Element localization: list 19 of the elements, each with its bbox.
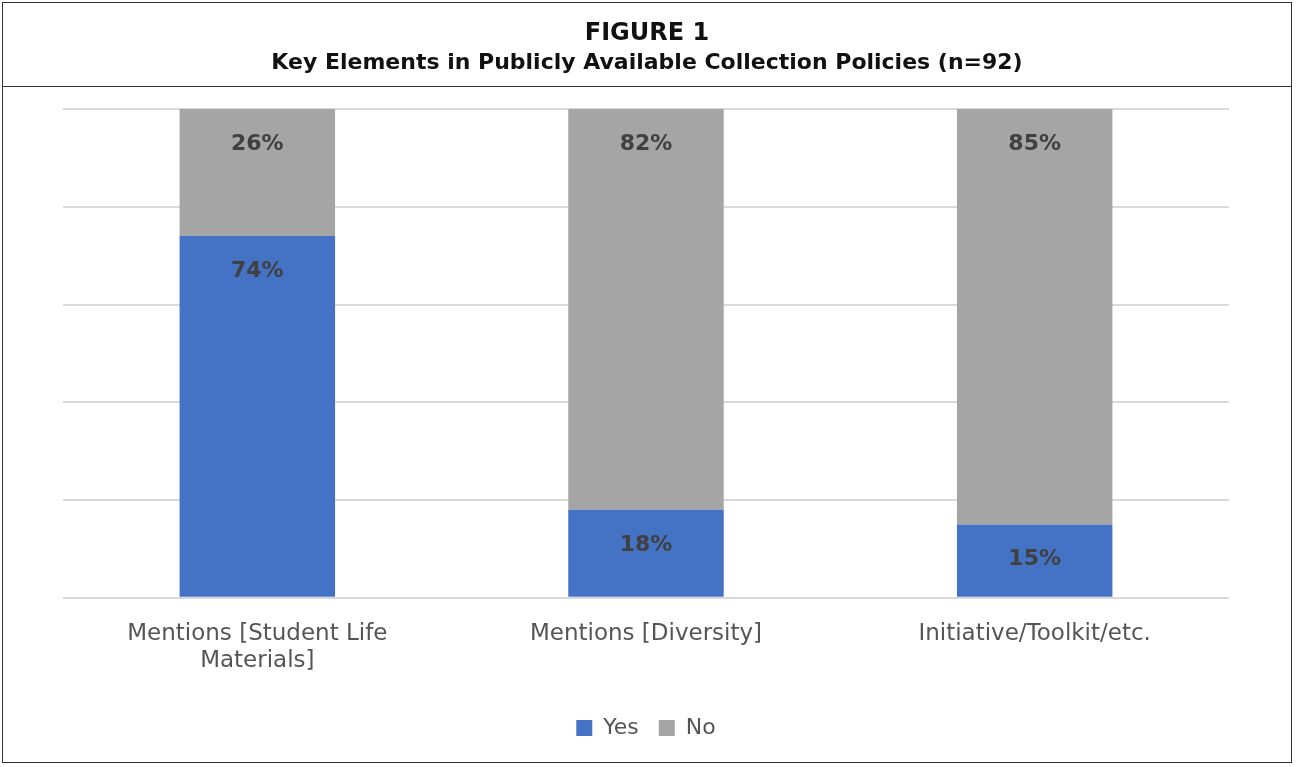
chart-title: FIGURE 1	[583, 17, 711, 47]
x-tick-label: Mentions [Student Life Materials]	[127, 618, 388, 673]
bar	[568, 509, 724, 597]
data-label: 82%	[619, 129, 673, 155]
x-tick-label: Mentions [Diversity]	[529, 618, 763, 645]
bar	[956, 524, 1113, 597]
data-label: 26%	[231, 129, 284, 155]
data-label: 85%	[1008, 129, 1061, 155]
data-label: 15%	[1008, 545, 1061, 571]
x-tick-label: Initiative/Toolkit/etc.	[918, 618, 1151, 645]
legend-label: No	[685, 713, 716, 739]
data-label: 18%	[619, 530, 673, 556]
data-label: 74%	[231, 256, 284, 282]
bar	[179, 109, 336, 237]
legend-label: Yes	[602, 713, 639, 739]
chart-subtitle: Key Elements in Publicly Available Collection Policies (n=92)	[270, 48, 1024, 76]
bar	[568, 109, 724, 510]
bar	[179, 236, 336, 597]
bar	[956, 109, 1113, 525]
